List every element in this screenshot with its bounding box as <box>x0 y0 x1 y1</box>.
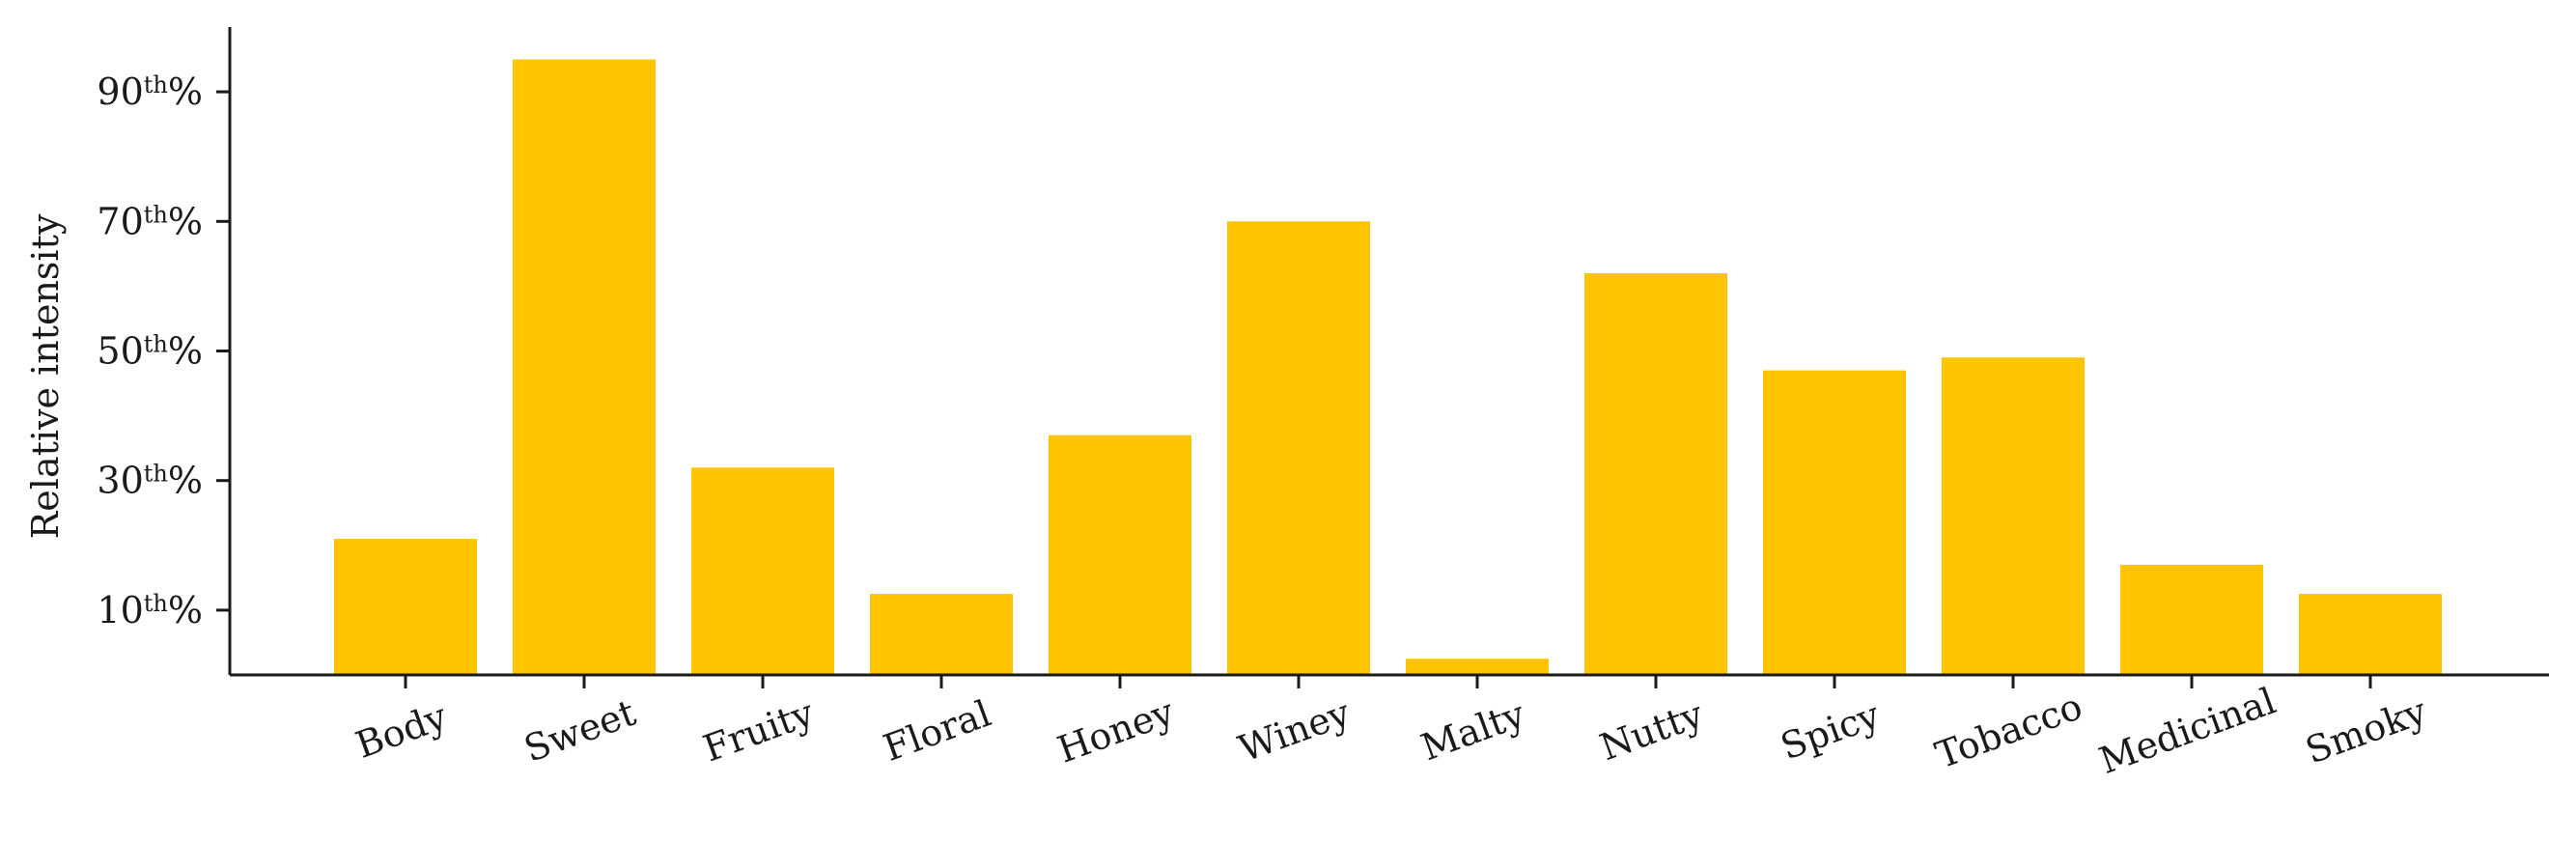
y-axis: 10th%30th%50th%70th%90th% <box>97 27 232 675</box>
y-tick-percent-sign: % <box>168 70 203 113</box>
bar-winey <box>1227 221 1370 676</box>
y-tick-label-50: 50th% <box>97 330 203 373</box>
bar-malty <box>1406 659 1549 675</box>
y-tick-percent-sign: % <box>168 330 203 373</box>
bar-tobacco <box>1942 357 2085 675</box>
x-tick-label-spicy: Spicy <box>1776 693 1886 769</box>
y-tick-label-30: 30th% <box>97 460 203 502</box>
x-tick-label-malty: Malty <box>1415 692 1530 769</box>
y-tick-percent-sign: % <box>168 589 203 631</box>
y-axis-label: Relative intensity <box>24 213 67 539</box>
bar-honey <box>1049 435 1191 675</box>
x-tick-label-floral: Floral <box>878 692 996 770</box>
y-tick-label-90: 90th% <box>97 70 203 113</box>
x-tick-label-nutty: Nutty <box>1594 692 1709 769</box>
x-tick-label-tobacco: Tobacco <box>1930 685 2087 776</box>
y-tick-number: 70 <box>97 200 143 242</box>
y-tick-ordinal-suffix: th <box>144 201 168 228</box>
y-tick-ordinal-suffix: th <box>144 331 168 358</box>
y-tick-label-10: 10th% <box>97 589 203 631</box>
bar-fruity <box>691 467 834 675</box>
bar-floral <box>870 594 1013 675</box>
y-tick-ordinal-suffix: th <box>144 590 168 617</box>
bar-spicy <box>1763 370 1906 675</box>
y-tick-percent-sign: % <box>168 200 203 242</box>
y-tick-ordinal-suffix: th <box>144 461 168 488</box>
x-tick-label-body: Body <box>350 694 453 767</box>
y-tick-number: 50 <box>97 330 143 373</box>
bar-medicinal <box>2120 564 2263 675</box>
y-tick-number: 30 <box>97 460 143 502</box>
x-tick-label-sweet: Sweet <box>518 691 641 771</box>
x-tick-label-smoky: Smoky <box>2300 689 2432 772</box>
x-tick-label-medicinal: Medicinal <box>2093 680 2281 783</box>
x-tick-label-honey: Honey <box>1052 690 1180 771</box>
x-tick-label-winey: Winey <box>1233 691 1356 771</box>
bars-layer <box>334 59 2442 676</box>
y-tick-ordinal-suffix: th <box>144 71 168 98</box>
y-tick-number: 90 <box>97 70 143 113</box>
y-tick-label-70: 70th% <box>97 200 203 242</box>
x-tick-label-fruity: Fruity <box>698 691 820 771</box>
bar-body <box>334 539 477 675</box>
bar-nutty <box>1584 272 1727 675</box>
bar-smoky <box>2299 594 2442 675</box>
x-axis: Body Sweet Fruity Floral Honey Winey Malty Nutt… <box>230 673 2549 783</box>
y-tick-percent-sign: % <box>168 460 203 502</box>
bar-sweet <box>513 59 656 676</box>
y-tick-number: 10 <box>97 589 143 631</box>
